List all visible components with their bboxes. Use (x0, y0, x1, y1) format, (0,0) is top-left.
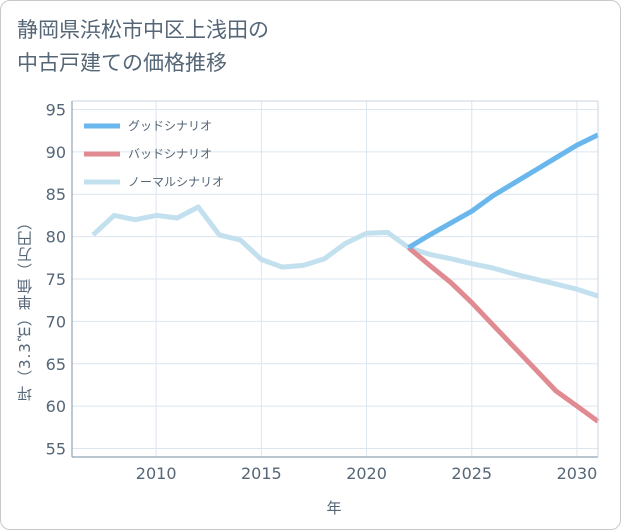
y-tick-label-70: 70 (46, 312, 66, 331)
y-tick-label-65: 65 (46, 355, 66, 374)
x-tick-label-2020: 2020 (346, 464, 387, 483)
y-tick-label-85: 85 (46, 185, 66, 204)
x-tick-label-2010: 2010 (136, 464, 177, 483)
y-tick-label-95: 95 (46, 100, 66, 119)
series-lines (91, 132, 600, 424)
x-tick-label-2015: 2015 (241, 464, 282, 483)
tick-labels: 55 60 65 70 75 80 85 90 95 2010 2015 2020 2025 2030 年 (46, 100, 598, 517)
x-axis-title: 年 (326, 499, 341, 517)
legend-label-2: バッドシナリオ (128, 147, 212, 161)
y-tick-label-75: 75 (46, 270, 66, 289)
legend-label-3: ノーマルシナリオ (128, 175, 224, 189)
x-tick-label-2030: 2030 (557, 464, 598, 483)
x-tick-label-2025: 2025 (451, 464, 492, 483)
y-tick-label-60: 60 (46, 397, 66, 416)
grid (72, 101, 598, 457)
series-line-2 (406, 245, 600, 424)
chart-title: 静岡県浜松市中区上浅田の 中古戸建ての価格推移 (17, 18, 269, 75)
y-tick-label-90: 90 (46, 143, 66, 162)
axes (71, 100, 599, 458)
series-line-1 (407, 132, 600, 250)
y-tick-label-55: 55 (46, 440, 66, 459)
legend-label-1: グッドシナリオ (128, 119, 212, 133)
y-tick-label-80: 80 (46, 228, 66, 247)
series-line-3 (91, 204, 599, 299)
